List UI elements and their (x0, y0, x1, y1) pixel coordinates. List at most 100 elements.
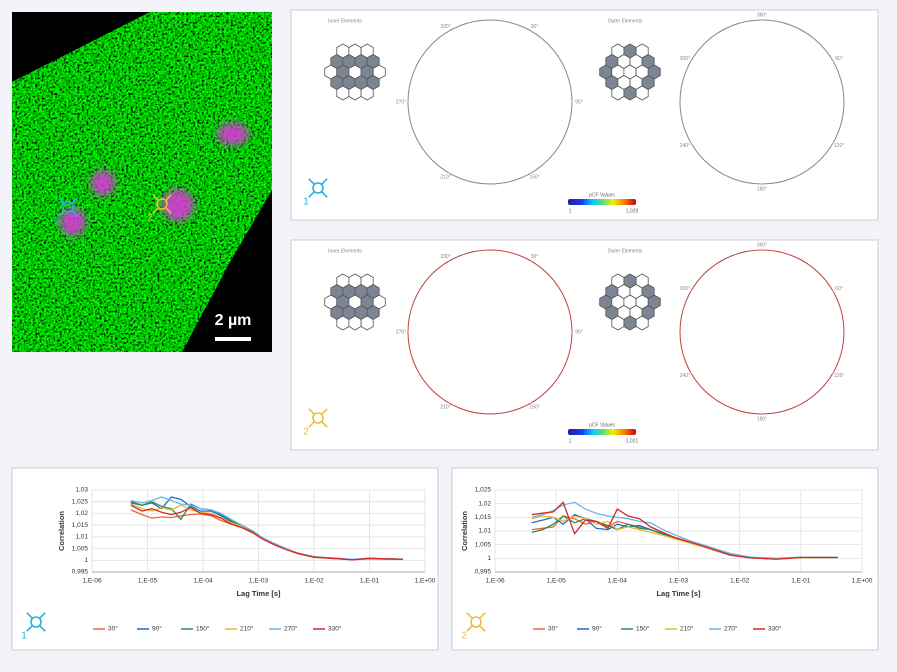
marker-arm (164, 194, 172, 202)
x-axis-title: Lag Time [s] (236, 589, 281, 598)
legend-label: 330° (768, 625, 782, 633)
hexagon-array (599, 43, 661, 101)
marker-arm (152, 206, 160, 214)
x-axis-title: Lag Time [s] (656, 589, 701, 598)
polar-axis (690, 290, 763, 333)
marker-arm (26, 624, 34, 632)
hexagon-array (324, 273, 386, 331)
scale-bar (215, 337, 251, 341)
legend-label: 90° (592, 625, 602, 633)
polar-axis (489, 331, 532, 404)
angle-label: 120° (834, 373, 844, 379)
hexagon (360, 315, 374, 331)
y-tick-label: 1,02 (75, 510, 88, 517)
polar-axis (690, 331, 763, 374)
marker-arm (58, 209, 66, 217)
y-tick-label: 1,015 (72, 522, 89, 529)
marker-arm (320, 190, 328, 198)
y-axis-title: Correlation (57, 511, 66, 551)
x-tick-label: 1,E-03 (669, 578, 689, 585)
hexagon (348, 315, 362, 331)
x-tick-label: 1,E-01 (360, 578, 380, 585)
y-tick-label: 1,025 (475, 487, 492, 494)
marker-icon (308, 178, 328, 198)
legend-label: 330° (328, 625, 342, 633)
marker-arm (38, 624, 46, 632)
angle-label: 30° (531, 24, 539, 30)
y-tick-label: 1,01 (478, 528, 491, 535)
marker-arm (478, 624, 486, 632)
marker-arm (320, 408, 328, 416)
chart-box (451, 467, 879, 651)
x-tick-label: 1,E-03 (249, 578, 269, 585)
hexagon (623, 315, 637, 331)
polar-axis (448, 30, 491, 103)
angle-label: 90° (575, 99, 583, 105)
hexagon (348, 85, 362, 101)
hexagon (635, 85, 649, 101)
y-tick-label: 1,025 (72, 498, 89, 505)
polar-axis (448, 331, 491, 404)
marker-ring (470, 616, 482, 628)
angle-label: 300° (680, 56, 690, 62)
marker-ring (62, 201, 74, 213)
marker-icon (26, 612, 46, 632)
legend-label: 30° (548, 625, 558, 633)
colorbar-title: pCF Values (589, 422, 615, 428)
x-tick-label: 1,E+00 (852, 578, 873, 585)
polar-axis (761, 60, 834, 103)
marker-ring (312, 412, 324, 424)
polar-axis (761, 290, 834, 333)
hexagon (360, 85, 374, 101)
inner-label: Inner Elements (328, 18, 362, 24)
marker-number: 1 (303, 197, 309, 208)
marker-arm (70, 197, 78, 205)
marker-icon (466, 612, 486, 632)
colorbar (568, 429, 636, 435)
inner-label: Inner Elements (328, 248, 362, 254)
angle-label: 60° (835, 286, 843, 292)
legend-label: 30° (108, 625, 118, 633)
marker-number: 2 (303, 427, 309, 438)
angle-label: 300° (680, 286, 690, 292)
marker-number: 2 (147, 213, 153, 224)
polar-axis (690, 60, 763, 103)
angle-label: 180° (757, 186, 767, 192)
colorbar (568, 199, 636, 205)
marker-ring (312, 182, 324, 194)
x-tick-label: 1,E-02 (304, 578, 324, 585)
panel-box (290, 239, 879, 451)
polar-axis (690, 101, 763, 144)
y-tick-label: 1,005 (475, 541, 492, 548)
polar-axis (448, 260, 491, 333)
marker-number: 1 (53, 216, 59, 227)
marker-arm (478, 612, 486, 620)
hexagon-array (324, 43, 386, 101)
hexagon (611, 315, 625, 331)
marker-arm (308, 178, 316, 186)
legend-label: 210° (680, 625, 694, 633)
chart-box (11, 467, 439, 651)
x-tick-label: 1,E-04 (608, 578, 628, 585)
angle-label: 270° (396, 329, 406, 335)
colorbar-title: pCF Values (589, 192, 615, 198)
marker-arm (308, 190, 316, 198)
y-tick-label: 1,015 (475, 514, 492, 521)
hexagon (336, 85, 350, 101)
marker-arm (70, 209, 78, 217)
legend-label: 150° (636, 625, 650, 633)
angle-label: 240° (680, 143, 690, 149)
legend-label: 270° (724, 625, 738, 633)
x-tick-label: 1,E+00 (415, 578, 436, 585)
marker-arm (26, 612, 34, 620)
x-tick-label: 1,E-02 (730, 578, 750, 585)
hexagon (623, 85, 637, 101)
angle-label: 180° (757, 416, 767, 422)
x-tick-label: 1,E-06 (485, 578, 505, 585)
polar-axis (489, 30, 532, 103)
y-tick-label: 0,995 (72, 569, 89, 576)
colorbar-max: 1,028 (626, 208, 639, 214)
colorbar-min: 1 (569, 208, 572, 214)
